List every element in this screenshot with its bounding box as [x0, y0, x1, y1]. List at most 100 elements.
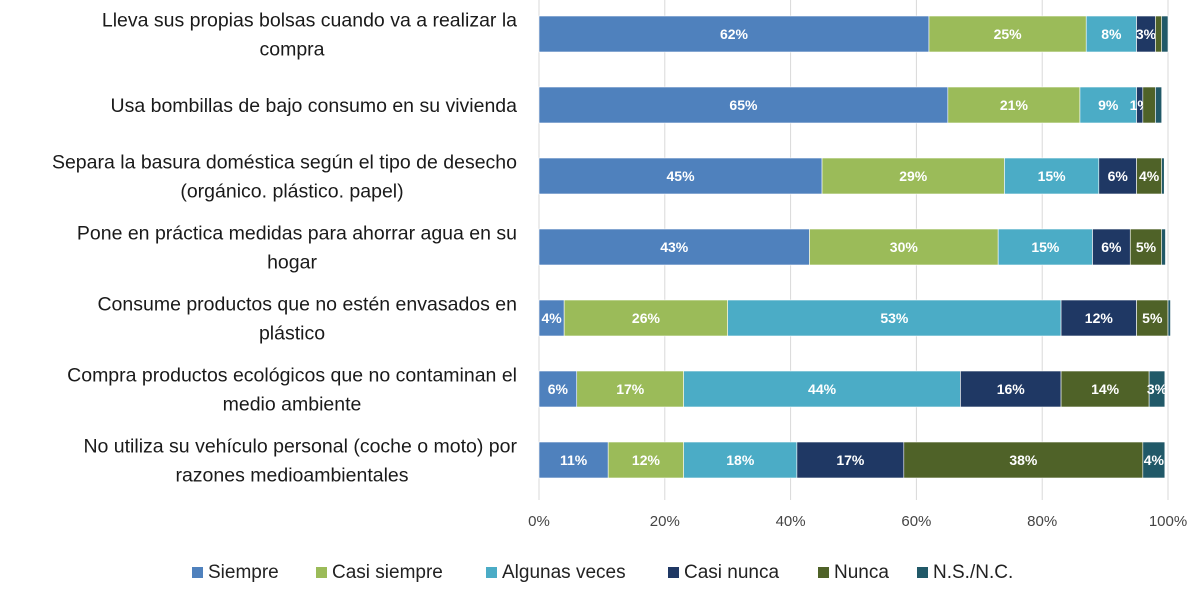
- bar-segment: [1098, 157, 1137, 195]
- data-label: 6%: [548, 381, 569, 397]
- category-label: Separa la basura doméstica según el tipo…: [52, 152, 517, 174]
- data-label: 17%: [836, 452, 865, 468]
- bar-segment: [960, 370, 1062, 408]
- category-label: (orgánico. plástico. papel): [180, 181, 403, 203]
- bar-segment: [1136, 157, 1163, 195]
- data-label: 12%: [1085, 310, 1114, 326]
- data-label: 15%: [1031, 239, 1060, 255]
- bar-segment: [1142, 441, 1166, 479]
- data-label: 4%: [541, 310, 562, 326]
- data-label: 25%: [994, 26, 1023, 42]
- bars: 62% 25% 8% 3%65% 21% 9% 1%45% 29% 15% 6% 4%43% 30% 1…: [538, 15, 1171, 479]
- bar-segment: [1155, 86, 1163, 124]
- bar-segment: [1161, 157, 1165, 195]
- data-label: 29%: [899, 168, 928, 184]
- bar-segment: [1161, 15, 1169, 53]
- bar-segment: [796, 441, 905, 479]
- category-label: Lleva sus propias bolsas cuando va a rea…: [102, 10, 517, 32]
- data-label: 43%: [660, 239, 689, 255]
- bar-segment: [576, 370, 684, 408]
- data-label: 12%: [632, 452, 661, 468]
- bar-segment: [1060, 370, 1150, 408]
- legend: Siempre Casi siempre Algunas veces Casi nun…: [192, 562, 1013, 583]
- bar-segment: [538, 86, 949, 124]
- bar-segment: [1079, 86, 1137, 124]
- bar-segment: [607, 441, 684, 479]
- legend-swatch: [818, 567, 829, 578]
- category-label: razones medioambientales: [175, 465, 408, 487]
- data-label: 6%: [1101, 239, 1122, 255]
- bar-segment: [1167, 299, 1171, 337]
- data-label: 5%: [1142, 310, 1163, 326]
- x-tick-label: 40%: [776, 513, 806, 530]
- bar-segment: [1129, 228, 1163, 266]
- category-label: medio ambiente: [223, 394, 362, 416]
- category-label: hogar: [267, 252, 317, 274]
- data-label: 18%: [726, 452, 755, 468]
- legend-swatch: [917, 567, 928, 578]
- category-label: Consume productos que no estén envasados…: [97, 294, 517, 316]
- legend-swatch: [486, 567, 497, 578]
- data-label: 8%: [1101, 26, 1122, 42]
- data-label: 15%: [1038, 168, 1067, 184]
- category-label: Compra productos ecológicos que no conta…: [67, 365, 517, 387]
- bar-segment: [903, 441, 1144, 479]
- data-label: 65%: [729, 97, 758, 113]
- category-label: Usa bombillas de bajo consumo en su vivi…: [111, 95, 518, 117]
- x-tick-label: 60%: [901, 513, 931, 530]
- data-label: 3%: [1136, 26, 1157, 42]
- bar-segment: [1148, 370, 1166, 408]
- bar-segment: [563, 299, 728, 337]
- bar-segment: [997, 228, 1093, 266]
- category-label: plástico: [259, 323, 325, 345]
- bar-segment: [683, 370, 961, 408]
- x-tick-label: 100%: [1149, 513, 1187, 530]
- data-label: 44%: [808, 381, 837, 397]
- bar-segment: [947, 86, 1081, 124]
- bar-segment: [538, 157, 823, 195]
- bar-segment: [538, 228, 810, 266]
- category-label: Pone en práctica medidas para ahorrar ag…: [77, 223, 517, 245]
- data-label: 4%: [1139, 168, 1160, 184]
- legend-swatch: [316, 567, 327, 578]
- legend-label: N.S./N.C.: [933, 562, 1013, 583]
- bar-segment: [1142, 86, 1156, 124]
- data-label: 4%: [1144, 452, 1165, 468]
- data-label: 14%: [1091, 381, 1120, 397]
- data-label: 62%: [720, 26, 749, 42]
- legend-label: Siempre: [208, 562, 279, 583]
- data-label: 3%: [1147, 381, 1168, 397]
- x-tick-label: 80%: [1027, 513, 1057, 530]
- data-label: 21%: [1000, 97, 1029, 113]
- data-label: 26%: [632, 310, 661, 326]
- data-label: 11%: [560, 452, 588, 468]
- legend-label: Casi siempre: [332, 562, 443, 583]
- bar-segment: [1136, 299, 1169, 337]
- bar-segment: [1161, 228, 1166, 266]
- data-label: 17%: [616, 381, 645, 397]
- data-label: 6%: [1108, 168, 1129, 184]
- bar-segment: [538, 370, 578, 408]
- bar-segment: [1155, 15, 1163, 53]
- bar-segment: [538, 15, 930, 53]
- data-label: 53%: [880, 310, 909, 326]
- data-label: 45%: [667, 168, 696, 184]
- data-label: 16%: [997, 381, 1026, 397]
- legend-label: Casi nunca: [684, 562, 779, 583]
- legend-label: Algunas veces: [502, 562, 626, 583]
- data-label: 9%: [1098, 97, 1119, 113]
- bar-segment: [683, 441, 798, 479]
- legend-swatch: [668, 567, 679, 578]
- bar-segment: [821, 157, 1005, 195]
- category-label: No utiliza su vehículo personal (coche o…: [83, 436, 517, 458]
- bar-segment: [727, 299, 1062, 337]
- legend-label: Nunca: [834, 562, 889, 583]
- bar-segment: [809, 228, 999, 266]
- bar-segment: [1092, 228, 1131, 266]
- x-axis-tick-labels: 0% 20% 40% 60% 80% 100%: [528, 513, 1187, 530]
- category-label: compra: [259, 39, 324, 61]
- legend-swatch: [192, 567, 203, 578]
- bar-segment: [1060, 299, 1137, 337]
- x-tick-label: 0%: [528, 513, 550, 530]
